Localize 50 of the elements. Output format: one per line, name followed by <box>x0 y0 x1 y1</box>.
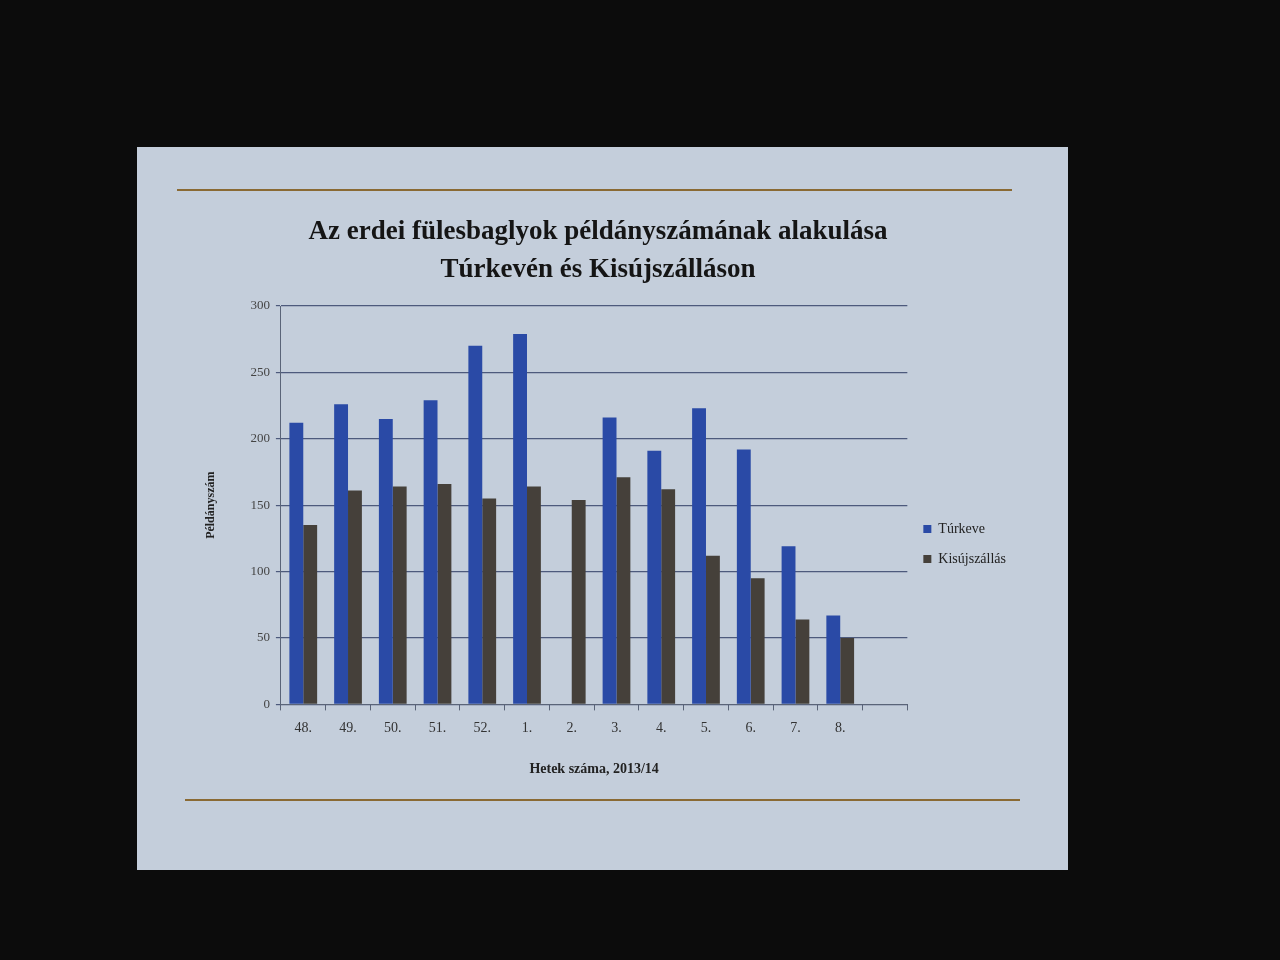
y-tick-label: 250 <box>250 363 270 379</box>
bar <box>602 417 617 704</box>
bar <box>289 422 304 704</box>
legend-label: Kisújszállás <box>938 550 1006 566</box>
bar <box>378 418 393 704</box>
bar <box>437 483 452 704</box>
bar <box>303 525 318 704</box>
x-tick-label: 7. <box>790 720 801 736</box>
bar <box>348 490 362 704</box>
bar <box>750 578 765 704</box>
bar <box>468 345 483 704</box>
bar <box>482 498 497 704</box>
bar <box>513 333 527 704</box>
x-tick-label: 2. <box>566 720 577 736</box>
bar <box>616 477 631 704</box>
x-tick-label: 3. <box>611 720 622 736</box>
x-tick-label: 51. <box>428 720 447 736</box>
y-axis-title: Példányszám <box>203 471 218 539</box>
x-tick-label: 50. <box>384 720 402 736</box>
y-tick-label: 200 <box>250 430 270 446</box>
bar <box>795 619 810 704</box>
bar <box>647 450 662 704</box>
x-tick-label: 4. <box>655 720 667 736</box>
x-tick-label: 49. <box>339 720 357 736</box>
bar <box>571 499 586 704</box>
bar <box>781 546 796 704</box>
bar <box>736 449 751 704</box>
y-tick-label: 100 <box>250 563 270 579</box>
x-tick-label: 6. <box>745 720 756 736</box>
bar <box>423 400 438 704</box>
bar <box>692 408 706 704</box>
bar <box>392 486 407 704</box>
chart-title: Az erdei fülesbaglyok példányszámának alakulása Túrkevén és Kisújszálláson <box>307 214 889 285</box>
bar <box>661 489 676 704</box>
x-tick-label: 48. <box>294 720 313 736</box>
y-tick-label: 50 <box>256 629 270 645</box>
y-tick-label: 0 <box>263 695 270 711</box>
x-tick-label: 52. <box>473 720 492 736</box>
x-tick-label: 5. <box>700 720 712 736</box>
x-axis-title: Hetek száma, 2013/14 <box>529 761 659 777</box>
x-tick-label: 8. <box>834 720 846 736</box>
legend-label: Túrkeve <box>938 520 985 536</box>
bar <box>334 404 349 704</box>
bar <box>527 486 541 704</box>
bar <box>840 638 855 704</box>
x-tick-label: 1. <box>521 720 533 736</box>
bar <box>826 615 841 704</box>
y-tick-label: 300 <box>250 297 270 313</box>
y-tick-label: 150 <box>250 496 270 512</box>
bar <box>705 555 720 704</box>
